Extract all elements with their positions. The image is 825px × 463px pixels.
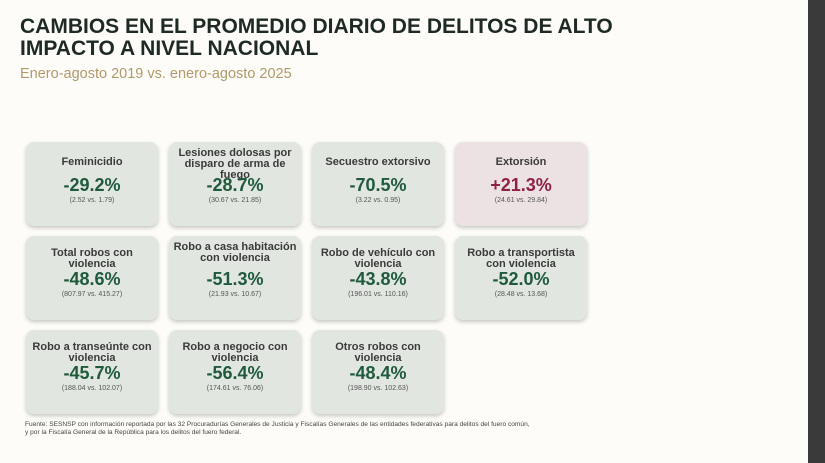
card-value: -56.4% (206, 363, 264, 383)
card-robo-negocio: Robo a negocio con violencia -56.4% (174… (169, 330, 301, 414)
card-label: Feminicidio (61, 156, 123, 168)
card-otros-robos: Otros robos con violencia -48.4% (198.90… (312, 330, 444, 414)
card-label: Robo de vehículo con violencia (320, 247, 436, 270)
card-value: -51.3% (206, 269, 264, 289)
card-detail: (174.61 vs. 76.06) (206, 385, 264, 392)
card-value: +21.3% (490, 175, 552, 195)
card-detail: (21.93 vs. 10.67) (208, 291, 262, 298)
card-label: Robo a transportista con violencia (467, 247, 575, 270)
card-detail: (196.01 vs. 110.16) (348, 291, 408, 298)
card-detail: (30.67 vs. 21.85) (208, 197, 262, 204)
card-value: -48.6% (63, 269, 121, 289)
card-total-robos: Total robos con violencia -48.6% (807.97… (26, 236, 158, 320)
card-value: -48.4% (349, 363, 407, 383)
slide: CAMBIOS EN EL PROMEDIO DIARIO DE DELITOS… (0, 0, 808, 463)
card-label: Lesiones dolosas por disparo de arma de … (178, 147, 292, 181)
card-label: Otros robos con violencia (335, 341, 421, 364)
card-label: Secuestro extorsivo (325, 156, 431, 168)
card-label: Robo a casa habitación con violencia (173, 241, 297, 264)
card-detail: (198.90 vs. 102.63) (347, 385, 409, 392)
source-note: Fuente: SESNSP con información reportada… (25, 421, 585, 437)
card-value: -52.0% (492, 269, 550, 289)
card-label: Extorsión (495, 156, 547, 168)
card-label: Total robos con violencia (51, 247, 133, 270)
window-edge (808, 0, 825, 463)
card-value: -29.2% (63, 175, 121, 195)
page-subtitle: Enero-agosto 2019 vs. enero-agosto 2025 (20, 66, 292, 82)
source-line-1: Fuente: SESNSP con información reportada… (25, 421, 530, 428)
card-robo-transportista: Robo a transportista con violencia -52.0… (455, 236, 587, 320)
page-title: CAMBIOS EN EL PROMEDIO DIARIO DE DELITOS… (20, 15, 613, 60)
card-value: -28.7% (206, 175, 264, 195)
card-label: Robo a transeúnte con violencia (32, 341, 152, 364)
card-robo-casa: Robo a casa habitación con violencia -51… (169, 236, 301, 320)
card-detail: (28.48 vs. 13.68) (494, 291, 548, 298)
card-detail: (24.61 vs. 29.84) (494, 197, 548, 204)
card-detail: (3.22 vs. 0.95) (355, 197, 401, 204)
card-detail: (807.97 vs. 415.27) (61, 291, 123, 298)
card-label: Robo a negocio con violencia (182, 341, 288, 364)
card-robo-transeunte: Robo a transeúnte con violencia -45.7% (… (26, 330, 158, 414)
card-detail: (188.04 vs. 102.07) (61, 385, 123, 392)
card-detail: (2.52 vs. 1.79) (69, 197, 115, 204)
card-lesiones-dolosas: Lesiones dolosas por disparo de arma de … (169, 142, 301, 226)
card-value: -45.7% (63, 363, 121, 383)
card-secuestro-extorsivo: Secuestro extorsivo -70.5% (3.22 vs. 0.9… (312, 142, 444, 226)
card-value: -70.5% (349, 175, 407, 195)
card-value: -43.8% (349, 269, 407, 289)
card-feminicidio: Feminicidio -29.2% (2.52 vs. 1.79) (26, 142, 158, 226)
card-robo-vehiculo: Robo de vehículo con violencia -43.8% (1… (312, 236, 444, 320)
source-line-2: y por la Fiscalía General de la Repúblic… (25, 429, 242, 436)
card-extorsion: Extorsión +21.3% (24.61 vs. 29.84) (455, 142, 587, 226)
